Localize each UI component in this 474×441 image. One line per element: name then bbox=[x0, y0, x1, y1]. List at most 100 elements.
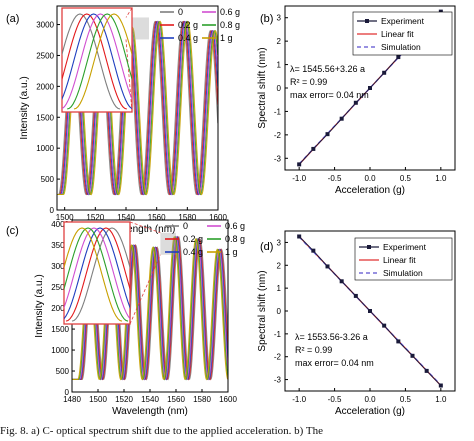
legend-marker bbox=[365, 19, 369, 23]
legend-label: Linear fit bbox=[383, 255, 416, 265]
zoom-connector bbox=[125, 7, 133, 18]
y-tick-label: -2 bbox=[274, 131, 282, 140]
zoom-spectrum-line-1 bbox=[62, 13, 127, 110]
fit-annotation: R² = 0.99 bbox=[295, 345, 332, 355]
x-tick-label: 1480 bbox=[63, 395, 81, 404]
zoom-connector bbox=[129, 254, 161, 325]
experiment-point bbox=[297, 234, 302, 239]
y-tick-label: 1000 bbox=[51, 346, 69, 355]
x-tick-label: 1500 bbox=[89, 395, 107, 404]
zoom-spectrum-line-1 bbox=[65, 227, 130, 322]
fit-annotation: max error= 0.04 nm bbox=[290, 90, 369, 100]
zoom-spectrum-line-5 bbox=[64, 227, 123, 322]
zoom-spectrum-line-5 bbox=[73, 13, 132, 110]
x-tick-label: 1580 bbox=[193, 395, 211, 404]
spectrum-line-1 bbox=[57, 20, 219, 196]
x-tick-label: 1.0 bbox=[435, 395, 447, 404]
y-tick-label: 500 bbox=[41, 175, 55, 184]
experiment-point bbox=[368, 86, 372, 90]
y-tick-label: 0 bbox=[50, 206, 55, 215]
panel-label: (a) bbox=[6, 13, 19, 25]
zoom-connector bbox=[129, 221, 161, 234]
fit-annotation: max error= 0.04 nm bbox=[295, 358, 374, 368]
x-tick-label: 0.0 bbox=[364, 395, 376, 404]
y-tick-label: 1000 bbox=[36, 144, 54, 153]
y-tick-label: 0 bbox=[65, 388, 70, 397]
y-tick-label: -1 bbox=[274, 330, 282, 339]
panel-c: (c) 1480 1500 1520 1540 1560 1580 1600 0 500 1000 1… bbox=[6, 219, 245, 417]
x-tick-label: -0.5 bbox=[328, 174, 342, 183]
experiment-point bbox=[396, 55, 401, 60]
legend-marker bbox=[367, 245, 371, 249]
experiment-point bbox=[382, 70, 387, 75]
spectrum-line-1 bbox=[72, 235, 229, 381]
experiment-point bbox=[396, 339, 401, 344]
legend-label: 0.2 g bbox=[183, 234, 203, 244]
legend-label: Experiment bbox=[383, 242, 427, 252]
legend-label: 0.8 g bbox=[225, 234, 245, 244]
experiment-point bbox=[339, 116, 344, 121]
experiment-point bbox=[311, 248, 316, 253]
x-tick-label: 1.0 bbox=[435, 174, 447, 183]
zoom-spectrum-line-3 bbox=[62, 13, 132, 110]
x-axis-label: Acceleration (g) bbox=[335, 185, 405, 196]
y-tick-label: 0 bbox=[277, 84, 282, 93]
x-tick-label: -1.0 bbox=[292, 174, 306, 183]
zoom-spectrum-line-3 bbox=[64, 227, 130, 320]
y-tick-label: 1500 bbox=[36, 113, 54, 122]
panel-d: (d) -1.0 -0.5 0.0 0.5 1.0 -3 -2 -1 0 1 2 3 Accelerati… bbox=[257, 230, 456, 417]
experiment-point bbox=[438, 383, 443, 388]
legend-label: 0.8 g bbox=[220, 20, 240, 30]
x-tick-label: -0.5 bbox=[328, 395, 342, 404]
spectrum-line-5 bbox=[72, 236, 229, 381]
figure-caption: Fig. 8. a) C- optical spectrum shift due… bbox=[0, 425, 323, 437]
y-tick-label: 3500 bbox=[51, 241, 69, 250]
x-tick-label: 1600 bbox=[219, 395, 237, 404]
x-tick-label: 1540 bbox=[117, 213, 135, 222]
legend-label: 0 bbox=[178, 7, 183, 17]
experiment-point bbox=[368, 309, 372, 313]
y-tick-label: -3 bbox=[274, 154, 282, 163]
legend-label: 0.6 g bbox=[220, 7, 240, 17]
y-axis-label: Intensity (a.u.) bbox=[34, 274, 45, 337]
x-axis-label: Wavelength (nm) bbox=[100, 224, 176, 235]
legend-label: 0.4 g bbox=[183, 247, 203, 257]
x-tick-label: 1520 bbox=[115, 395, 133, 404]
panel-a: (a) 1500 1520 1540 1560 1580 1600 0 500 1000 1500 2… bbox=[6, 5, 240, 235]
x-tick-label: 1520 bbox=[86, 213, 104, 222]
y-tick-label: 2500 bbox=[36, 51, 54, 60]
legend-label: 0 bbox=[183, 221, 188, 231]
y-tick-label: 1 bbox=[277, 284, 282, 293]
legend-label: Simulation bbox=[383, 268, 423, 278]
x-tick-label: 1560 bbox=[148, 213, 166, 222]
spectrum-line-2 bbox=[72, 235, 229, 381]
legend-label: 1 g bbox=[220, 33, 233, 43]
y-tick-label: 1500 bbox=[51, 325, 69, 334]
experiment-point bbox=[339, 279, 344, 284]
legend-label: 0.6 g bbox=[225, 221, 245, 231]
spectrum-line-2 bbox=[57, 20, 219, 196]
legend-label: 1 g bbox=[225, 247, 238, 257]
y-tick-label: 4000 bbox=[51, 220, 69, 229]
experiment-point bbox=[353, 293, 358, 298]
y-axis-label: Intensity (a.u.) bbox=[19, 76, 30, 139]
y-tick-label: 500 bbox=[56, 367, 70, 376]
y-tick-label: 3000 bbox=[51, 262, 69, 271]
y-tick-label: 2 bbox=[277, 37, 282, 46]
experiment-point bbox=[424, 368, 429, 373]
y-tick-label: 3000 bbox=[36, 21, 54, 30]
fit-annotation: λ= 1545.56+3.26 a bbox=[290, 64, 365, 74]
zoom-spectrum-line-0 bbox=[71, 227, 130, 322]
y-tick-label: -1 bbox=[274, 107, 282, 116]
x-tick-label: 0.0 bbox=[364, 174, 376, 183]
legend-box bbox=[354, 237, 453, 281]
y-tick-label: -2 bbox=[274, 353, 282, 362]
y-tick-label: 0 bbox=[277, 307, 282, 316]
legend-label: Experiment bbox=[381, 16, 425, 26]
y-axis-label: Spectral shift (nm) bbox=[257, 47, 268, 128]
y-axis-label: Spectral shift (nm) bbox=[257, 270, 268, 351]
experiment-point bbox=[297, 162, 302, 167]
x-tick-label: 1500 bbox=[56, 213, 74, 222]
experiment-point bbox=[325, 264, 330, 269]
x-axis-label: Wavelength (nm) bbox=[112, 406, 188, 417]
